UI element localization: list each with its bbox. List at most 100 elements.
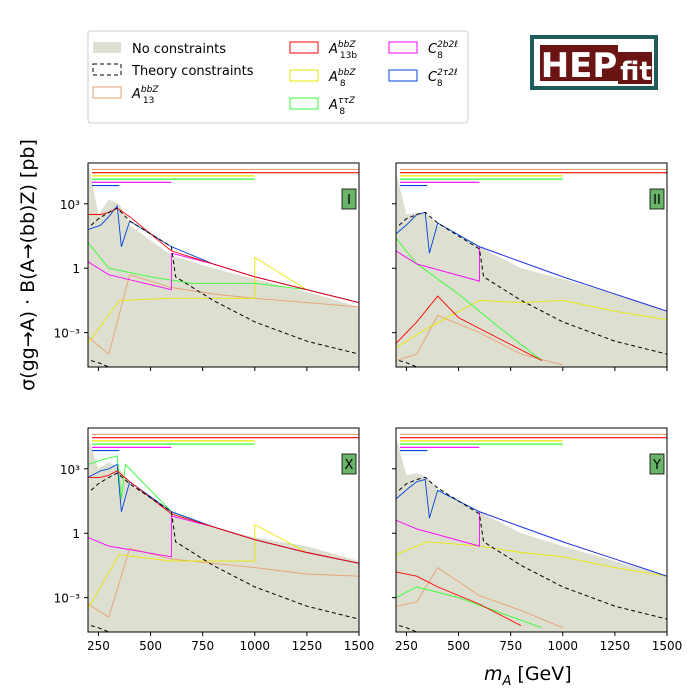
theory-constraint-line bbox=[398, 211, 667, 355]
logo-main-text: HEP bbox=[541, 46, 618, 86]
y-tick-label: 10³ bbox=[60, 463, 80, 477]
legend-label: AbbZ 13 bbox=[131, 85, 159, 106]
legend-entry-theory: Theory constraints bbox=[92, 63, 254, 79]
legend-entry-C2t: C2τ2ℓ 8 bbox=[388, 68, 458, 89]
legend-swatch bbox=[93, 42, 121, 53]
x-tick-label: 750 bbox=[191, 639, 214, 653]
panel-Y: Y 250 500 750 1000 1250 1500 bbox=[392, 427, 683, 653]
axes-frame bbox=[395, 427, 668, 633]
legend-entry-A8: AbbZ 8 bbox=[289, 68, 356, 89]
plot-area bbox=[88, 163, 359, 367]
series-line-A13b bbox=[396, 295, 543, 361]
x-axis-label: mA [GeV] bbox=[484, 663, 572, 689]
theory-constraint-low bbox=[90, 625, 109, 632]
logo-sub-text: fit bbox=[620, 57, 652, 87]
hepfit-logo: HEP fit bbox=[530, 35, 658, 90]
panel-tag-Y: Y bbox=[649, 453, 665, 475]
legend-label: AbbZ 13b bbox=[328, 40, 357, 61]
axes-frame bbox=[87, 427, 360, 633]
panel-X: X 250 500 750 1000 1250 1500 10³ 1 10⁻³ bbox=[54, 427, 375, 653]
legend-swatch bbox=[289, 69, 319, 82]
x-axis-label-unit: [GeV] bbox=[517, 663, 571, 685]
legend-label: AbbZ 8 bbox=[328, 68, 356, 89]
y-tick-label: 10⁻³ bbox=[54, 327, 81, 341]
theory-constraint-low bbox=[398, 625, 417, 632]
legend-swatch bbox=[388, 69, 418, 82]
panel-II: II bbox=[392, 162, 668, 371]
series-line-A13b bbox=[396, 571, 522, 626]
panel-tag-label: I bbox=[347, 193, 351, 208]
no-constraints-region bbox=[396, 436, 667, 632]
axes-frame bbox=[87, 162, 360, 368]
panel-tag-I: I bbox=[341, 188, 357, 210]
x-tick-label: 1500 bbox=[344, 639, 375, 653]
panel-tag-label: II bbox=[653, 193, 661, 208]
legend-swatch bbox=[289, 97, 319, 110]
logo-sub-bg bbox=[618, 52, 652, 84]
panel-tag-label: X bbox=[345, 458, 354, 473]
theory-constraint-line bbox=[90, 472, 359, 620]
no-constraints-region bbox=[88, 436, 359, 632]
x-tick-label: 750 bbox=[499, 639, 522, 653]
x-tick-label: 250 bbox=[395, 639, 418, 653]
panel-tag-X: X bbox=[341, 453, 357, 475]
y-tick-label: 1 bbox=[72, 527, 80, 541]
panels: I 10³ 1 10⁻³ II X 250 500 750 1000 1250 1500 10³ 1 10⁻… bbox=[54, 162, 683, 653]
legend-entry-A13b: AbbZ 13b bbox=[289, 40, 357, 61]
y-tick-label: 10⁻³ bbox=[54, 592, 81, 606]
legend-entry-A13: AbbZ 13 bbox=[92, 85, 159, 106]
x-tick-label: 500 bbox=[447, 639, 470, 653]
legend-label: Theory constraints bbox=[131, 64, 254, 79]
x-axis-label-sub: A bbox=[502, 674, 512, 689]
legend-swatch bbox=[92, 63, 122, 76]
x-tick-label: 1000 bbox=[239, 639, 270, 653]
theory-constraint-line bbox=[90, 207, 359, 355]
x-tick-label: 1250 bbox=[292, 639, 323, 653]
x-tick-label: 1500 bbox=[652, 639, 683, 653]
series-line-A13 bbox=[396, 566, 563, 629]
no-constraints-region bbox=[396, 171, 667, 367]
series-line-A13 bbox=[396, 314, 563, 366]
series-line-A8 bbox=[396, 299, 667, 349]
legend-swatch bbox=[289, 41, 319, 54]
x-tick-label: 1250 bbox=[600, 639, 631, 653]
legend-swatch bbox=[388, 41, 418, 54]
panel-tag-label: Y bbox=[652, 458, 661, 473]
x-tick-label: 250 bbox=[87, 639, 110, 653]
y-tick-label: 10³ bbox=[60, 198, 80, 212]
plot-area bbox=[396, 433, 667, 632]
logo-main-bg bbox=[540, 45, 618, 81]
theory-constraint-low bbox=[90, 360, 109, 367]
legend-label: C2b2ℓ 8 bbox=[428, 40, 458, 61]
y-axis-label: σ(gg→A) · B(A→(bb)Z) [pb] bbox=[17, 139, 39, 391]
legend-label: No constraints bbox=[132, 42, 226, 57]
legend-entry-C2b: C2b2ℓ 8 bbox=[388, 40, 458, 61]
x-axis-label-main: mA [GeV] bbox=[484, 663, 572, 689]
series-line-A8tt bbox=[396, 586, 543, 629]
x-axis-label-var: m bbox=[484, 663, 503, 685]
series-line-C2t bbox=[396, 211, 667, 312]
axes-frame bbox=[395, 162, 668, 368]
plot-area bbox=[396, 168, 667, 367]
series-line-A8tt bbox=[396, 237, 543, 361]
no-constraints-region bbox=[88, 163, 359, 367]
theory-constraint-low bbox=[398, 360, 417, 367]
series-line-A8tt bbox=[88, 242, 359, 304]
y-tick-label: 1 bbox=[72, 262, 80, 276]
legend: No constraints Theory constraints AbbZ 13 Ab… bbox=[87, 30, 469, 124]
legend-swatch bbox=[92, 86, 122, 99]
legend-frame bbox=[87, 30, 469, 124]
series-line-A8 bbox=[88, 523, 359, 609]
series-line-C2t bbox=[396, 478, 667, 577]
series-line-A13 bbox=[88, 274, 359, 355]
plot-area bbox=[88, 433, 359, 632]
legend-label: AττZ 8 bbox=[328, 96, 356, 117]
theory-constraint-line bbox=[398, 476, 667, 620]
legend-label: C2τ2ℓ 8 bbox=[428, 68, 458, 89]
series-line-A8 bbox=[88, 256, 359, 344]
panel-tag-II: II bbox=[649, 188, 665, 210]
legend-entry-none: No constraints bbox=[93, 42, 226, 57]
legend-entry-A8tt: AττZ 8 bbox=[289, 96, 356, 117]
x-tick-label: 500 bbox=[139, 639, 162, 653]
